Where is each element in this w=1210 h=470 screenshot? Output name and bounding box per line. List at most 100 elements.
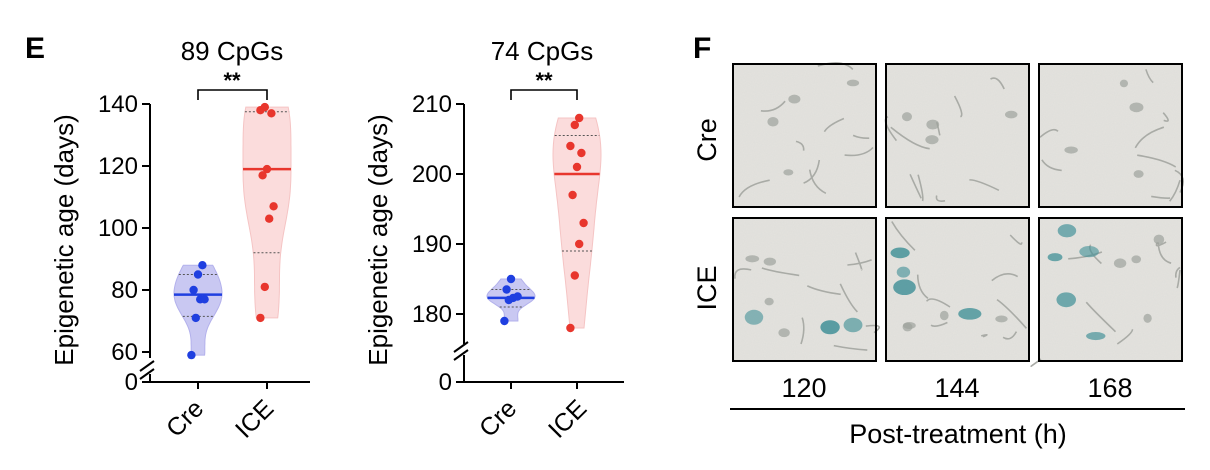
- cell-process: [803, 159, 821, 184]
- cell-process: [761, 267, 800, 277]
- micrograph-cre-144: [884, 63, 1030, 208]
- cell-nucleus: [1153, 234, 1165, 245]
- point-ice: [577, 148, 586, 158]
- cell-nucleus: [1004, 110, 1018, 119]
- point-ice: [262, 164, 272, 174]
- point-cre: [200, 295, 209, 304]
- micrograph-border: [1038, 63, 1183, 208]
- point-ice: [267, 109, 276, 118]
- senescence-stain: [890, 247, 910, 259]
- bracket-line: [510, 89, 578, 100]
- cell-process: [935, 195, 946, 202]
- violins: [173, 106, 292, 356]
- axis-break-mark: [453, 341, 469, 353]
- cell-nucleus: [778, 328, 790, 338]
- y-tick-label: 190: [412, 231, 452, 258]
- senescence-stain: [1057, 224, 1077, 238]
- micrograph-ice-120: [732, 217, 880, 362]
- panel-e-letter: E: [25, 32, 45, 65]
- point-ice: [570, 120, 579, 130]
- micrograph-ice-168: [1030, 217, 1183, 368]
- micrograph-border: [885, 217, 1030, 362]
- cell-nucleus: [939, 310, 949, 321]
- significance-bracket: **: [510, 68, 578, 100]
- chart-title: 89 CpGs: [181, 36, 284, 66]
- y-axis-label: Epigenetic age (days): [363, 114, 393, 365]
- bracket-line: [197, 89, 268, 100]
- micrograph-border: [885, 63, 1030, 208]
- cell-process: [800, 317, 805, 345]
- cell-process: [1085, 301, 1117, 333]
- point-ice: [256, 313, 265, 323]
- data-points: [500, 113, 588, 333]
- cell-process: [854, 252, 863, 271]
- chart-74-cpgs: 74 CpGs Epigenetic age (days) 180 190 200 2…: [363, 36, 624, 444]
- micrograph-texture: [733, 218, 876, 361]
- senescence-stain: [1086, 332, 1106, 341]
- cell-process: [1116, 329, 1134, 345]
- violin-cre: [173, 264, 223, 356]
- axis-break-mark: [139, 368, 155, 380]
- cell-process: [738, 179, 770, 198]
- point-cre: [189, 285, 198, 295]
- data-points: [187, 102, 278, 360]
- point-ice: [269, 202, 278, 211]
- significance-label: **: [223, 68, 241, 93]
- cell-nucleus: [767, 116, 779, 127]
- point-ice: [258, 171, 267, 180]
- cell-process: [1134, 126, 1165, 149]
- cell-process: [1002, 331, 1018, 340]
- violin-ice: [242, 106, 292, 319]
- y-axis: 180 190 200 210 0: [412, 91, 624, 396]
- violin-ice: [552, 117, 602, 329]
- y-tick-label: 60: [111, 339, 138, 366]
- chart-title: 74 CpGs: [491, 36, 594, 66]
- cell-process: [969, 179, 1000, 192]
- cell-process: [1041, 159, 1062, 172]
- micrograph-grid: [732, 62, 1184, 368]
- cell-nucleus: [788, 94, 801, 104]
- cell-process: [930, 321, 948, 327]
- chart-89-cpgs: 89 CpGs Epigenetic age (days) 60 80 100 120…: [49, 36, 310, 444]
- point-cre: [502, 285, 511, 294]
- cell-nucleus: [995, 315, 1008, 323]
- micrograph-ice-144: [885, 217, 1030, 362]
- cell-process: [991, 273, 1019, 282]
- cell-process: [1162, 112, 1169, 122]
- cell-process: [917, 174, 924, 202]
- row-label-cre: Cre: [692, 118, 722, 162]
- senescence-stain: [820, 320, 840, 335]
- micrograph-border: [1038, 217, 1183, 362]
- cell-nucleus: [1131, 255, 1142, 264]
- y-tick-label: 180: [412, 301, 452, 328]
- senescence-stain: [843, 317, 863, 333]
- x-category-ice: ICE: [543, 394, 592, 443]
- cell-process: [1145, 69, 1154, 84]
- cell-nucleus: [926, 119, 940, 130]
- micrograph-border: [732, 63, 877, 208]
- axis-break-mark: [453, 349, 469, 361]
- cell-process: [795, 140, 805, 151]
- panel-f-letter: F: [693, 32, 711, 65]
- y-tick-label: 210: [412, 91, 452, 118]
- axis-break-mark: [139, 360, 155, 372]
- point-ice: [575, 239, 584, 249]
- cell-nucleus: [1133, 170, 1144, 178]
- cell-nucleus: [1129, 102, 1144, 113]
- cell-process: [734, 268, 752, 279]
- cell-nucleus: [764, 297, 774, 306]
- y-axis-label: Epigenetic age (days): [49, 114, 79, 365]
- micrograph-texture: [1039, 64, 1182, 207]
- point-ice: [566, 141, 575, 151]
- y-tick-label: 120: [98, 153, 138, 180]
- point-ice: [566, 323, 575, 333]
- column-label-168: 168: [1087, 373, 1132, 403]
- x-category-cre: Cre: [474, 394, 522, 442]
- cell-nucleus: [846, 79, 860, 87]
- cell-process: [1169, 179, 1181, 202]
- cell-process: [1174, 266, 1181, 278]
- cell-process: [909, 173, 922, 199]
- point-ice: [572, 162, 582, 172]
- y-tick-label: 80: [111, 277, 138, 304]
